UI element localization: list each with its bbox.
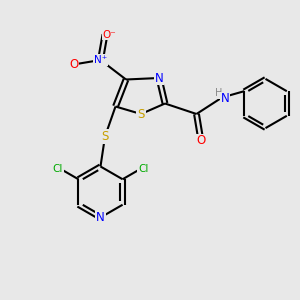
Text: H: H xyxy=(215,88,223,98)
Text: N: N xyxy=(96,211,105,224)
Text: O: O xyxy=(196,134,206,148)
Text: N: N xyxy=(154,71,164,85)
Text: Cl: Cl xyxy=(138,164,148,175)
Text: S: S xyxy=(101,130,109,143)
Text: Cl: Cl xyxy=(53,164,63,175)
Text: N: N xyxy=(220,92,230,106)
Text: S: S xyxy=(137,107,145,121)
Text: O⁻: O⁻ xyxy=(103,29,116,40)
Text: O: O xyxy=(69,58,78,71)
Text: N⁺: N⁺ xyxy=(94,55,107,65)
